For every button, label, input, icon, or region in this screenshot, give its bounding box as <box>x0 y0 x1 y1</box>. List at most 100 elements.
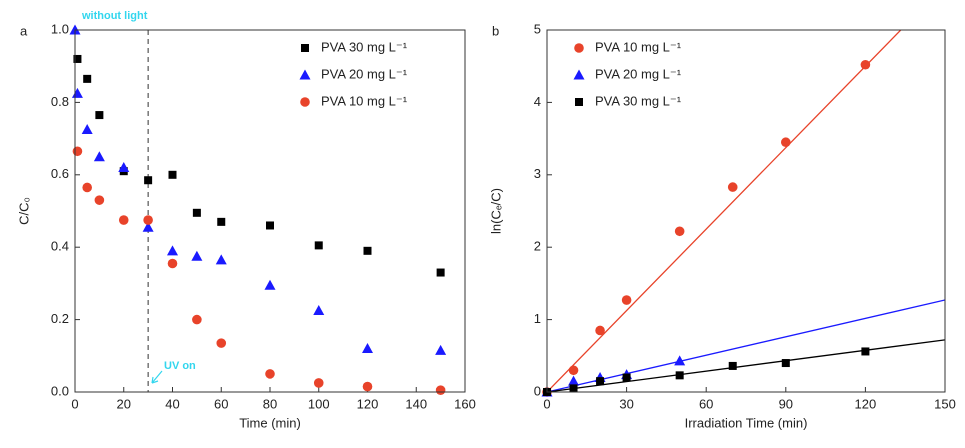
marker <box>781 137 791 148</box>
marker <box>71 87 83 98</box>
marker <box>118 215 129 225</box>
x-tick-label: 60 <box>699 396 713 411</box>
marker <box>82 182 92 193</box>
legend-label: PVA 20 mg L⁻¹ <box>595 66 682 81</box>
x-tick-label: 140 <box>405 396 427 411</box>
x-tick-label: 40 <box>165 396 179 411</box>
x-tick-label: 120 <box>855 396 877 411</box>
y-axis-label: ln(Cₑ/C) <box>488 188 503 234</box>
marker <box>727 182 738 192</box>
marker <box>94 195 105 205</box>
annotation: UV on <box>164 360 196 372</box>
y-tick-label: 0.8 <box>51 94 69 109</box>
marker <box>860 59 871 70</box>
marker <box>861 347 870 356</box>
plot-frame <box>546 29 946 393</box>
y-tick-label: 4 <box>534 94 541 109</box>
marker <box>266 221 274 230</box>
marker <box>674 355 686 366</box>
y-tick-label: 0.4 <box>51 239 69 254</box>
y-tick-label: 0.2 <box>51 311 69 326</box>
x-axis-label: Irradiation Time (min) <box>685 415 808 430</box>
marker <box>574 43 584 53</box>
marker <box>436 268 445 277</box>
x-tick-label: 160 <box>454 396 476 411</box>
marker <box>573 69 585 80</box>
marker <box>144 176 153 185</box>
marker <box>72 146 83 157</box>
marker <box>313 378 324 388</box>
y-tick-label: 0.6 <box>51 166 69 181</box>
x-tick-label: 120 <box>357 396 379 411</box>
marker <box>313 305 325 316</box>
x-tick-label: 100 <box>308 396 330 411</box>
marker <box>191 250 203 261</box>
legend-label: PVA 10 mg L⁻¹ <box>595 39 682 54</box>
marker <box>118 162 130 173</box>
marker <box>781 359 790 368</box>
marker <box>596 377 605 386</box>
marker <box>674 226 685 237</box>
marker <box>216 338 227 348</box>
marker <box>568 365 579 376</box>
marker <box>675 371 684 380</box>
y-tick-label: 1 <box>534 311 541 326</box>
y-tick-label: 0 <box>534 383 541 398</box>
marker <box>568 375 580 386</box>
marker <box>622 373 631 382</box>
marker <box>167 258 178 269</box>
marker <box>621 295 632 305</box>
x-tick-label: 80 <box>263 396 277 411</box>
marker <box>300 97 310 107</box>
marker <box>143 215 153 225</box>
marker <box>81 124 93 135</box>
legend-label: PVA 30 mg L⁻¹ <box>595 93 682 108</box>
y-tick-label: 3 <box>534 166 541 181</box>
x-tick-label: 60 <box>214 396 228 411</box>
fit-line <box>547 299 945 392</box>
marker <box>314 241 323 250</box>
x-tick-label: 0 <box>71 396 78 411</box>
marker <box>264 279 276 290</box>
marker <box>215 254 227 265</box>
legend-label: PVA 20 mg L⁻¹ <box>321 66 408 81</box>
marker <box>192 314 202 325</box>
x-tick-label: 90 <box>779 396 793 411</box>
marker <box>142 221 154 232</box>
x-tick-label: 0 <box>543 396 550 411</box>
y-tick-label: 2 <box>534 239 541 254</box>
marker <box>362 343 373 354</box>
marker <box>435 385 446 395</box>
annotation-arrow <box>151 370 163 384</box>
panel-label: a <box>20 23 28 38</box>
marker <box>73 54 82 63</box>
marker <box>362 381 373 392</box>
marker <box>217 217 226 226</box>
marker <box>435 344 447 355</box>
x-tick-label: 150 <box>934 396 956 411</box>
marker <box>168 170 177 179</box>
plot-frame <box>74 29 466 393</box>
fit-line <box>547 339 945 392</box>
x-axis-label: Time (min) <box>239 415 301 430</box>
marker <box>299 69 311 80</box>
panel-label: b <box>492 23 499 38</box>
marker <box>95 111 104 120</box>
marker <box>575 98 583 106</box>
marker <box>728 361 737 370</box>
annotation: without light <box>81 10 148 22</box>
marker <box>363 246 372 255</box>
x-tick-label: 20 <box>117 396 131 411</box>
marker <box>265 369 275 379</box>
legend-label: PVA 10 mg L⁻¹ <box>321 93 408 108</box>
marker <box>83 74 92 83</box>
fit-line <box>547 30 902 392</box>
marker <box>569 384 578 393</box>
x-tick-label: 30 <box>619 396 633 411</box>
legend-label: PVA 30 mg L⁻¹ <box>321 39 408 54</box>
marker <box>167 245 178 256</box>
marker <box>93 151 105 162</box>
y-axis-label: C/C₀ <box>16 197 31 225</box>
